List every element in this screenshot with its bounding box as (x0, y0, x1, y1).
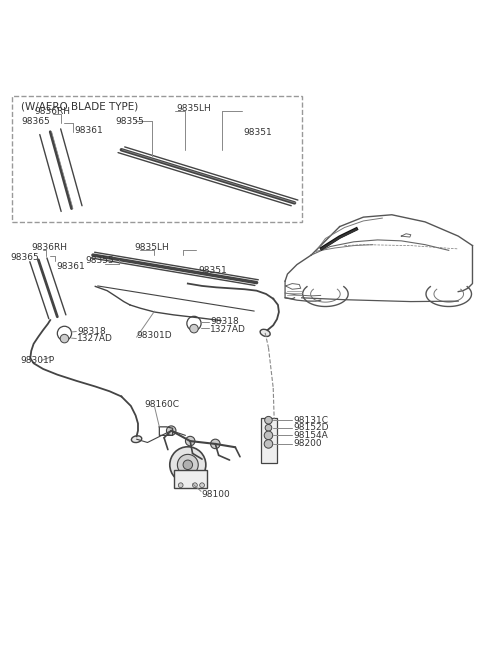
Circle shape (183, 460, 192, 469)
Text: 98318: 98318 (77, 326, 106, 336)
Circle shape (264, 440, 273, 448)
Text: 98301P: 98301P (21, 356, 55, 365)
Circle shape (190, 324, 198, 333)
Text: 98351: 98351 (199, 265, 228, 275)
Text: 98361: 98361 (74, 126, 103, 135)
Circle shape (264, 431, 273, 440)
Ellipse shape (260, 329, 270, 336)
Text: 98361: 98361 (56, 262, 85, 271)
Bar (12, 96, 301, 222)
Circle shape (211, 439, 220, 449)
Text: 9836RH: 9836RH (35, 107, 71, 116)
Text: 9835LH: 9835LH (135, 243, 169, 252)
Bar (174, 469, 207, 488)
Circle shape (178, 454, 198, 475)
Text: 1327AD: 1327AD (210, 324, 246, 334)
Text: 98160C: 98160C (144, 400, 179, 409)
Circle shape (60, 334, 69, 343)
Text: 98351: 98351 (244, 128, 273, 137)
Text: 98100: 98100 (201, 490, 230, 499)
Text: 98131C: 98131C (293, 416, 328, 425)
Circle shape (185, 436, 195, 446)
Text: 98355: 98355 (116, 117, 144, 126)
Circle shape (265, 424, 272, 431)
Text: 98355: 98355 (86, 256, 115, 265)
Text: 9835LH: 9835LH (176, 103, 211, 113)
Circle shape (192, 483, 197, 488)
Text: 9836RH: 9836RH (31, 244, 67, 252)
Text: 98154A: 98154A (293, 431, 328, 440)
Ellipse shape (132, 436, 142, 443)
Text: 98301D: 98301D (137, 331, 172, 340)
Circle shape (200, 483, 204, 488)
Text: 1327AD: 1327AD (77, 334, 113, 343)
Circle shape (170, 447, 206, 483)
Text: 98200: 98200 (293, 440, 322, 448)
Circle shape (179, 483, 183, 488)
Text: 98365: 98365 (22, 117, 50, 126)
Circle shape (167, 426, 176, 436)
Circle shape (264, 416, 272, 424)
Text: 98365: 98365 (10, 254, 39, 262)
Bar (261, 418, 276, 463)
Text: 98318: 98318 (210, 318, 239, 326)
Text: 98152D: 98152D (293, 423, 329, 432)
Text: (W/AERO BLADE TYPE): (W/AERO BLADE TYPE) (21, 102, 138, 112)
